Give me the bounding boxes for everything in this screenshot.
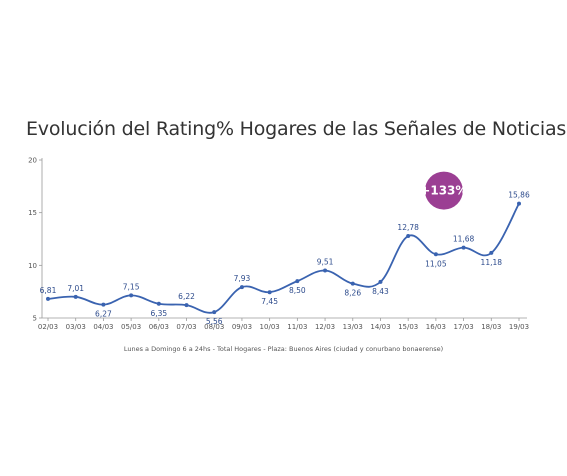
data-point xyxy=(212,310,217,315)
y-tick-label: 20 xyxy=(28,157,37,165)
data-label: 12,78 xyxy=(397,223,419,232)
series-line xyxy=(47,203,520,314)
data-point xyxy=(129,293,134,298)
data-label: 7,93 xyxy=(234,274,251,283)
data-point xyxy=(295,279,300,284)
data-point xyxy=(350,281,355,286)
chart-axes xyxy=(41,158,527,319)
data-points xyxy=(46,201,521,315)
x-tick-label: 12/03 xyxy=(315,323,335,331)
data-label: 5,56 xyxy=(206,317,223,326)
x-tick-label: 03/03 xyxy=(66,323,86,331)
x-tick-label: 08/03 xyxy=(204,323,224,331)
data-label: 7,01 xyxy=(67,284,84,293)
data-point xyxy=(517,201,521,206)
data-label: 9,51 xyxy=(317,257,334,266)
x-tick-label: 16/03 xyxy=(426,323,446,331)
data-point xyxy=(461,245,466,250)
data-point xyxy=(323,268,328,273)
data-label: 8,50 xyxy=(289,286,306,295)
growth-badge: +133% xyxy=(420,171,467,210)
data-label: 11,18 xyxy=(481,258,503,267)
x-tick-label: 10/03 xyxy=(260,323,280,331)
x-tick-label: 14/03 xyxy=(370,323,390,331)
data-point xyxy=(489,250,494,255)
x-tick-label: 13/03 xyxy=(343,323,363,331)
data-label: 8,26 xyxy=(344,289,361,298)
badge-circle xyxy=(424,171,463,210)
data-point xyxy=(433,252,438,257)
x-axis-ticks: 02/03 03/03 04/03 05/03 06/03 07/03 08/03 09/03… xyxy=(38,318,529,331)
y-tick-label: 5 xyxy=(33,315,37,323)
data-label: 6,27 xyxy=(95,310,112,319)
data-point xyxy=(239,285,244,290)
data-point xyxy=(156,301,161,306)
data-label: 7,45 xyxy=(261,297,278,306)
data-point xyxy=(46,296,50,301)
x-tick-label: 18/03 xyxy=(481,323,501,331)
data-label: 8,43 xyxy=(372,287,389,296)
y-axis-ticks: 5 10 15 20 xyxy=(28,157,42,323)
y-tick-label: 10 xyxy=(28,262,37,270)
x-tick-label: 07/03 xyxy=(176,323,196,331)
data-label: 6,35 xyxy=(150,309,167,318)
x-tick-label: 15/03 xyxy=(398,323,418,331)
x-tick-label: 17/03 xyxy=(453,323,473,331)
data-label: 11,68 xyxy=(453,235,475,244)
chart-title: Evolución del Rating% Hogares de las Señ… xyxy=(26,118,567,140)
x-tick-label: 06/03 xyxy=(149,323,169,331)
data-point xyxy=(378,279,383,284)
y-tick-label: 15 xyxy=(28,209,37,217)
x-tick-label: 19/03 xyxy=(509,323,529,331)
data-label: 7,15 xyxy=(123,282,140,291)
data-point xyxy=(184,303,189,308)
data-point xyxy=(73,294,78,299)
data-label: 6,22 xyxy=(178,292,195,301)
x-tick-label: 02/03 xyxy=(38,323,58,331)
x-tick-label: 04/03 xyxy=(93,323,113,331)
data-point xyxy=(267,290,272,295)
x-tick-label: 05/03 xyxy=(121,323,141,331)
data-label: 15,86 xyxy=(508,191,530,200)
x-tick-label: 09/03 xyxy=(232,323,252,331)
series-line-layer xyxy=(47,203,520,314)
data-point xyxy=(406,234,411,239)
data-label: 11,05 xyxy=(425,259,447,268)
chart-subtitle: Lunes a Domingo 6 a 24hs - Total Hogares… xyxy=(123,345,444,353)
badge-text: +133% xyxy=(420,184,467,198)
data-point xyxy=(101,302,106,307)
data-label: 6,81 xyxy=(40,286,57,295)
x-tick-label: 11/03 xyxy=(287,323,307,331)
data-labels: 6,81 7,01 6,27 7,15 6,35 6,22 5,56 7,93 7,45 8,50… xyxy=(40,191,530,326)
